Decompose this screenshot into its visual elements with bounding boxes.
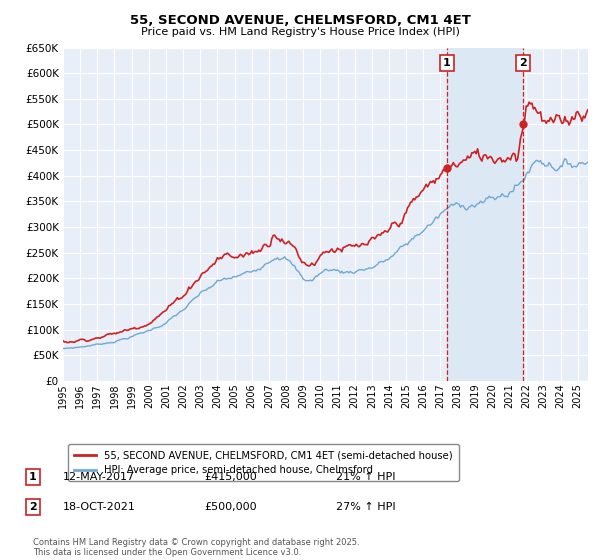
Text: 12-MAY-2017: 12-MAY-2017 <box>63 472 135 482</box>
Text: Contains HM Land Registry data © Crown copyright and database right 2025.
This d: Contains HM Land Registry data © Crown c… <box>33 538 359 557</box>
Text: 21% ↑ HPI: 21% ↑ HPI <box>336 472 395 482</box>
Text: £415,000: £415,000 <box>204 472 257 482</box>
Text: Price paid vs. HM Land Registry's House Price Index (HPI): Price paid vs. HM Land Registry's House … <box>140 27 460 37</box>
Text: 27% ↑ HPI: 27% ↑ HPI <box>336 502 395 512</box>
Text: 55, SECOND AVENUE, CHELMSFORD, CM1 4ET: 55, SECOND AVENUE, CHELMSFORD, CM1 4ET <box>130 14 470 27</box>
Bar <box>446 48 523 381</box>
Text: 2: 2 <box>519 58 527 68</box>
Legend: 55, SECOND AVENUE, CHELMSFORD, CM1 4ET (semi-detached house), HPI: Average price: 55, SECOND AVENUE, CHELMSFORD, CM1 4ET (… <box>68 444 458 481</box>
Text: 18-OCT-2021: 18-OCT-2021 <box>63 502 136 512</box>
Text: £500,000: £500,000 <box>204 502 257 512</box>
Text: 1: 1 <box>443 58 451 68</box>
Text: 1: 1 <box>29 472 37 482</box>
Text: 2: 2 <box>29 502 37 512</box>
